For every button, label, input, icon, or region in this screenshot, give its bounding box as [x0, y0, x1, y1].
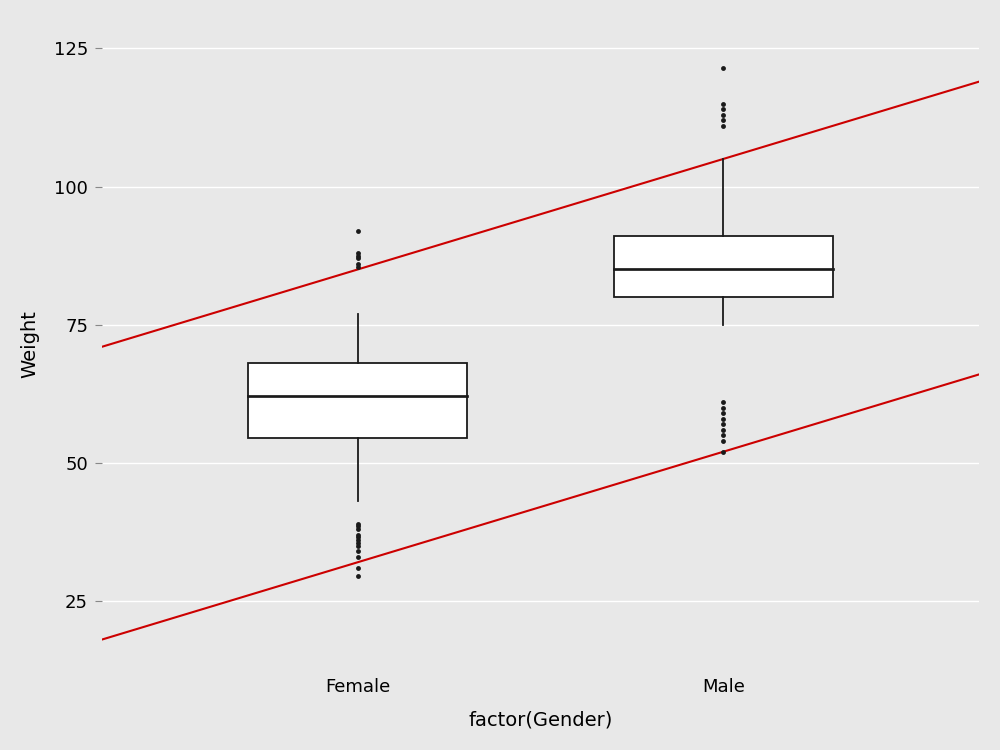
Point — [715, 407, 731, 419]
Point — [715, 401, 731, 413]
Point — [715, 120, 731, 132]
Point — [350, 562, 366, 574]
Point — [350, 537, 366, 549]
X-axis label: factor(Gender): factor(Gender) — [468, 710, 613, 729]
Point — [715, 396, 731, 408]
Point — [350, 225, 366, 237]
Point — [715, 109, 731, 121]
Point — [715, 429, 731, 441]
Bar — [614, 236, 833, 297]
Point — [715, 114, 731, 126]
Point — [715, 435, 731, 447]
Point — [350, 261, 366, 273]
Point — [350, 518, 366, 530]
Point — [715, 413, 731, 424]
Point — [715, 98, 731, 109]
Point — [350, 520, 366, 532]
Point — [350, 258, 366, 270]
Point — [350, 540, 366, 552]
Bar — [248, 363, 467, 438]
Point — [350, 570, 366, 582]
Point — [715, 62, 731, 74]
Point — [350, 550, 366, 562]
Point — [350, 529, 366, 541]
Point — [715, 418, 731, 430]
Point — [715, 104, 731, 116]
Y-axis label: Weight: Weight — [21, 310, 40, 378]
Point — [350, 531, 366, 543]
Point — [350, 534, 366, 546]
Point — [350, 250, 366, 262]
Point — [350, 252, 366, 264]
Point — [715, 446, 731, 458]
Point — [715, 424, 731, 436]
Point — [350, 247, 366, 259]
Point — [350, 523, 366, 535]
Point — [350, 545, 366, 557]
